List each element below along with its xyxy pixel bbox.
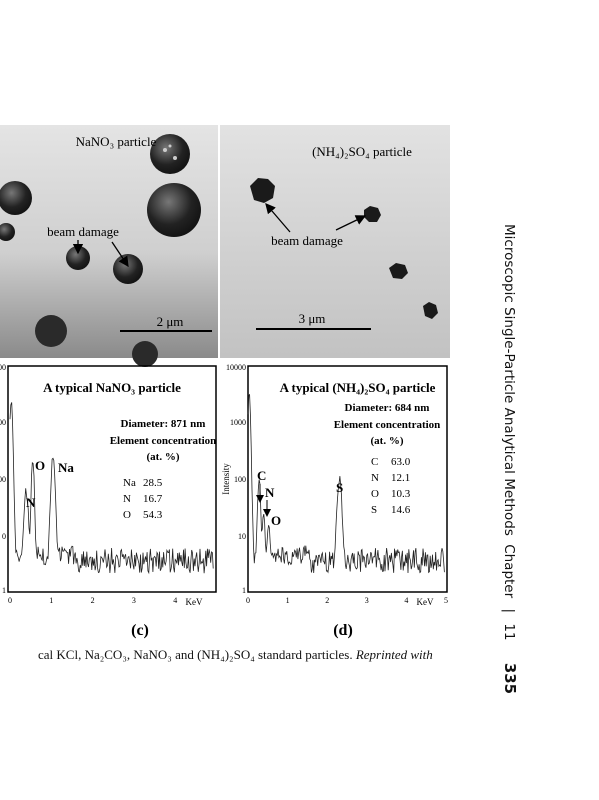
x-tick-label: 1 — [286, 596, 290, 605]
caption-italic: Reprinted with — [355, 647, 433, 662]
annotation: beam damage — [271, 233, 343, 248]
element: C — [371, 456, 378, 468]
element: O — [123, 509, 131, 521]
scale-label: 2 μm — [157, 314, 184, 329]
panel-label: (d) — [333, 622, 353, 639]
chapter-number: 11 — [501, 623, 517, 641]
y-tick-label: 1000 — [230, 418, 246, 427]
chapter: Chapter — [501, 544, 517, 599]
x-tick-label: 0 — [246, 596, 250, 605]
y-tick-label: 100 — [234, 475, 246, 484]
peak-label: S — [336, 480, 343, 495]
peak-label: O — [35, 458, 45, 473]
annotation: beam damage — [47, 224, 119, 239]
peak-label: Na — [58, 460, 74, 475]
spectra: A typical NaNO₃ particle Diameter: 871 nm… — [0, 363, 448, 639]
unit: (at. %) — [147, 451, 180, 463]
element: S — [371, 504, 377, 516]
x-unit: KeV — [417, 597, 434, 607]
particles — [250, 178, 438, 319]
peak-label: C — [257, 468, 266, 483]
x-tick-label: 4 — [404, 596, 408, 605]
y-axis-label: Intensity — [221, 463, 231, 495]
concentration-value: 28.5 — [143, 477, 163, 489]
y-tick-label: 00 — [0, 475, 6, 484]
arrow — [265, 203, 291, 233]
plot-frame — [247, 365, 448, 593]
x-tick-label: 0 — [8, 596, 12, 605]
element: N — [371, 472, 379, 484]
panel-label: (c) — [131, 622, 149, 639]
y-tick-label: 10000 — [226, 363, 246, 372]
concentration-value: 12.1 — [391, 472, 410, 484]
concentration: Element concentration — [110, 435, 217, 447]
peak-label: O — [271, 513, 281, 528]
x-tick-label: 2 — [325, 596, 329, 605]
spectrum-curve — [247, 393, 445, 574]
concentration: Element concentration — [334, 419, 441, 431]
image-title: (NH₄)₂SO₄ particle — [312, 144, 412, 159]
arrow — [111, 241, 129, 268]
diameter: Diameter: 871 nm — [121, 418, 206, 430]
unit: (at. %) — [371, 435, 404, 447]
particles — [0, 134, 201, 367]
spectrum-curve — [9, 402, 214, 575]
plot-frame — [7, 365, 217, 593]
y-tick-label: 1 — [2, 586, 6, 595]
x-tick-label: 2 — [91, 596, 95, 605]
x-tick-label: 3 — [365, 596, 369, 605]
element: N — [123, 493, 131, 505]
caption: cal KCl, Na₂CO₃, NaNO₃ and (NH₄)₂SO₄ sta… — [38, 647, 433, 663]
micrograph — [220, 125, 450, 358]
y-tick-label: 1 — [242, 586, 246, 595]
x-tick-label: 1 — [49, 596, 53, 605]
concentration-value: 63.0 — [391, 456, 411, 468]
spectrum-title: A typical NaNO₃ particle — [43, 380, 181, 395]
spectrum-title: A typical (NH₄)₂SO₄ particle — [280, 380, 436, 395]
arrow — [335, 215, 367, 231]
x-tick-label: 4 — [173, 596, 177, 605]
caption-text: cal KCl, Na₂CO₃, NaNO₃ and (NH₄)₂SO₄ sta… — [38, 647, 353, 662]
y-tick-label: 00 — [0, 418, 6, 427]
peak-label: N — [265, 485, 275, 500]
element: Na — [123, 477, 136, 489]
concentration-value: 54.3 — [143, 509, 163, 521]
page-number: 335 — [501, 662, 519, 695]
image-title: NaNO₃ particle — [76, 134, 157, 149]
figure: NaNO₃ particle beam damage 2 μm (NH₄)₂SO… — [0, 125, 450, 639]
concentration-value: 14.6 — [391, 504, 411, 516]
x-tick-label: 5 — [444, 596, 448, 605]
diameter: Diameter: 684 nm — [345, 402, 430, 414]
running-header: Microscopic Single-Particle Analytical M… — [501, 224, 519, 695]
y-tick-label: 00 — [0, 363, 6, 372]
x-tick-label: 3 — [132, 596, 136, 605]
book-title: Microscopic Single-Particle Analytical M… — [501, 224, 517, 536]
peak-label: N — [26, 495, 36, 510]
x-unit: KeV — [186, 597, 203, 607]
scale-label: 3 μm — [299, 311, 326, 326]
element: O — [371, 488, 379, 500]
y-tick-label: 10 — [238, 532, 246, 541]
concentration-value: 10.3 — [391, 488, 411, 500]
concentration-value: 16.7 — [143, 493, 163, 505]
y-tick-label: 0 — [2, 532, 6, 541]
